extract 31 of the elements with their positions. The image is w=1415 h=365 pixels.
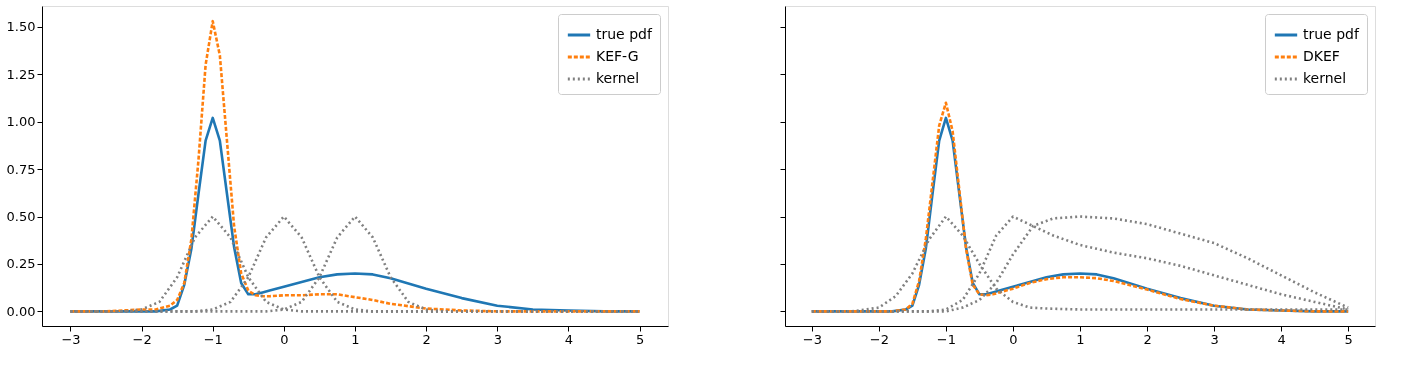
legend-label: true pdf bbox=[1303, 26, 1360, 42]
x-tick-label: 0 bbox=[280, 331, 289, 347]
y-tick-label: 0.00 bbox=[6, 303, 36, 319]
y-tick-label: 1.50 bbox=[6, 19, 36, 35]
x-tick-label: 5 bbox=[1344, 331, 1353, 347]
x-tick-label: 3 bbox=[493, 331, 502, 347]
y-tick-label: 0.75 bbox=[6, 161, 36, 177]
legend-label: kernel bbox=[1303, 70, 1347, 86]
x-tick-label: −1 bbox=[936, 331, 956, 347]
x-tick-label: 2 bbox=[422, 331, 431, 347]
y-tick-label: 0.25 bbox=[6, 256, 36, 272]
x-tick-label: 4 bbox=[1277, 331, 1286, 347]
x-tick-label: 1 bbox=[351, 331, 360, 347]
legend-label: true pdf bbox=[596, 26, 653, 42]
x-tick-label: 1 bbox=[1076, 331, 1085, 347]
x-tick-label: −3 bbox=[802, 331, 822, 347]
x-tick-label: −2 bbox=[869, 331, 889, 347]
y-tick-label: 1.00 bbox=[6, 114, 36, 130]
legend-label: DKEF bbox=[1303, 48, 1340, 64]
legend-label: KEF-G bbox=[596, 48, 639, 64]
y-tick-label: 0.50 bbox=[6, 209, 36, 225]
x-tick-label: 5 bbox=[635, 331, 645, 347]
x-tick-label: 0 bbox=[1009, 331, 1018, 347]
x-tick-label: 3 bbox=[1210, 331, 1219, 347]
x-tick-label: −2 bbox=[132, 331, 152, 347]
x-tick-label: 2 bbox=[1143, 331, 1152, 347]
x-tick-label: −1 bbox=[203, 331, 223, 347]
x-tick-label: 4 bbox=[564, 331, 574, 347]
legend-label: kernel bbox=[596, 70, 640, 86]
y-tick-label: 1.25 bbox=[6, 66, 36, 82]
x-tick-label: −3 bbox=[61, 331, 81, 347]
